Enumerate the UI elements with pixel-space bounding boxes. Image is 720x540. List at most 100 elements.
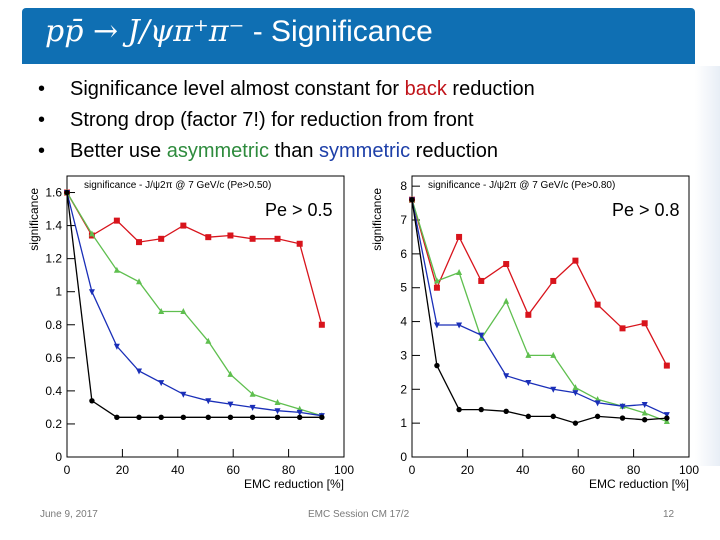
data-point <box>525 380 532 387</box>
y-tick-label: 0.2 <box>45 417 62 431</box>
data-point <box>205 234 212 241</box>
data-point <box>249 414 256 421</box>
data-point <box>409 196 415 203</box>
data-point <box>274 408 281 415</box>
data-point <box>456 233 463 240</box>
x-tick-label: 0 <box>409 463 416 477</box>
y-tick-label: 3 <box>400 348 407 362</box>
data-point <box>572 390 579 397</box>
y-tick-label: 0.4 <box>45 384 62 398</box>
y-tick-label: 1 <box>400 416 407 430</box>
data-point <box>525 311 532 318</box>
x-tick-label: 100 <box>679 463 699 477</box>
bullet-3-mid: than <box>268 140 319 162</box>
series-line <box>66 192 323 325</box>
x-axis-label: EMC reduction [%] <box>244 477 344 491</box>
data-point <box>158 380 165 387</box>
y-tick-label: 0 <box>55 450 62 464</box>
data-point <box>205 398 212 405</box>
data-point <box>180 391 187 398</box>
data-point <box>594 301 601 308</box>
chart-title: significance - J/ψ2π @ 7 GeV/c (Pe>0.50) <box>84 180 271 191</box>
data-point <box>227 414 234 421</box>
x-tick-label: 100 <box>334 463 354 477</box>
bullet-1-after: reduction <box>446 78 535 100</box>
data-point <box>136 368 143 375</box>
data-point <box>594 400 601 407</box>
series-line <box>411 199 668 423</box>
data-point <box>641 417 648 423</box>
x-axis-label: EMC reduction [%] <box>589 477 689 491</box>
data-point <box>158 308 165 315</box>
data-point <box>572 257 579 264</box>
data-point <box>619 403 626 410</box>
data-point <box>205 337 212 344</box>
data-point <box>503 297 510 304</box>
x-tick-label: 40 <box>171 463 185 477</box>
title-bar: pp̄ → J/ψπ⁺π⁻ - Significance <box>0 0 720 66</box>
y-tick-label: 4 <box>400 315 407 329</box>
x-tick-label: 60 <box>572 463 586 477</box>
data-point <box>594 413 601 420</box>
bullet-2: • Strong drop (factor 7!) for reduction f… <box>38 105 535 136</box>
data-point <box>619 415 626 421</box>
bullet-1-highlight: back <box>404 78 447 100</box>
bullet-dot: • <box>38 140 46 162</box>
data-point <box>88 230 95 237</box>
bullet-dot: • <box>38 78 46 100</box>
y-axis-label: significance <box>27 188 41 251</box>
bullet-2-text: Strong drop (factor 7!) for reduction fr… <box>70 109 474 131</box>
data-point <box>136 239 143 246</box>
data-point <box>550 386 557 393</box>
data-point <box>478 332 485 339</box>
data-point <box>664 415 670 421</box>
data-point <box>88 289 95 296</box>
x-tick-label: 20 <box>116 463 130 477</box>
data-point <box>296 414 303 421</box>
data-point <box>619 325 626 332</box>
data-point <box>158 235 165 242</box>
data-point <box>433 322 440 329</box>
y-tick-label: 0 <box>400 450 407 464</box>
footer-session: EMC Session CM 17/2 <box>308 509 410 520</box>
data-point <box>433 284 440 291</box>
data-point <box>550 351 557 358</box>
series-line <box>411 199 668 366</box>
x-tick-label: 20 <box>461 463 475 477</box>
data-point <box>550 413 556 420</box>
y-tick-label: 5 <box>400 281 407 295</box>
data-point <box>456 268 463 275</box>
data-point <box>641 320 648 327</box>
chart-2: 0 20 40 60 80 100 0 1 2 3 4 5 6 7 8 significance - J/ψ2… <box>370 175 699 491</box>
right-decoration <box>695 66 720 466</box>
data-point <box>227 232 234 239</box>
data-point <box>113 217 120 224</box>
title-formula: pp̄ → J/ψπ⁺π⁻ <box>45 14 245 49</box>
series-line <box>411 199 667 424</box>
chart-annotation: Pe > 0.5 <box>265 200 333 220</box>
data-point <box>227 401 234 408</box>
data-point <box>296 240 303 247</box>
data-point <box>113 266 120 273</box>
series-line <box>411 199 668 416</box>
data-point <box>180 308 187 315</box>
series-line <box>66 192 322 418</box>
data-point <box>274 235 281 242</box>
data-point <box>641 402 648 409</box>
chart-title: significance - J/ψ2π @ 7 GeV/c (Pe>0.80) <box>428 180 615 191</box>
y-tick-label: 1.4 <box>45 219 62 233</box>
data-point <box>180 414 187 421</box>
x-tick-label: 60 <box>227 463 241 477</box>
data-point <box>433 277 440 284</box>
title-band <box>22 8 695 64</box>
series-line <box>66 192 322 417</box>
y-tick-label: 8 <box>400 179 407 193</box>
data-point <box>434 362 440 369</box>
data-point <box>663 412 670 419</box>
slide-title: pp̄ → J/ψπ⁺π⁻ - Significance <box>45 14 433 49</box>
y-tick-label: 1.6 <box>45 186 62 200</box>
data-point <box>663 417 670 424</box>
data-point <box>249 404 256 411</box>
x-tick-label: 40 <box>516 463 530 477</box>
